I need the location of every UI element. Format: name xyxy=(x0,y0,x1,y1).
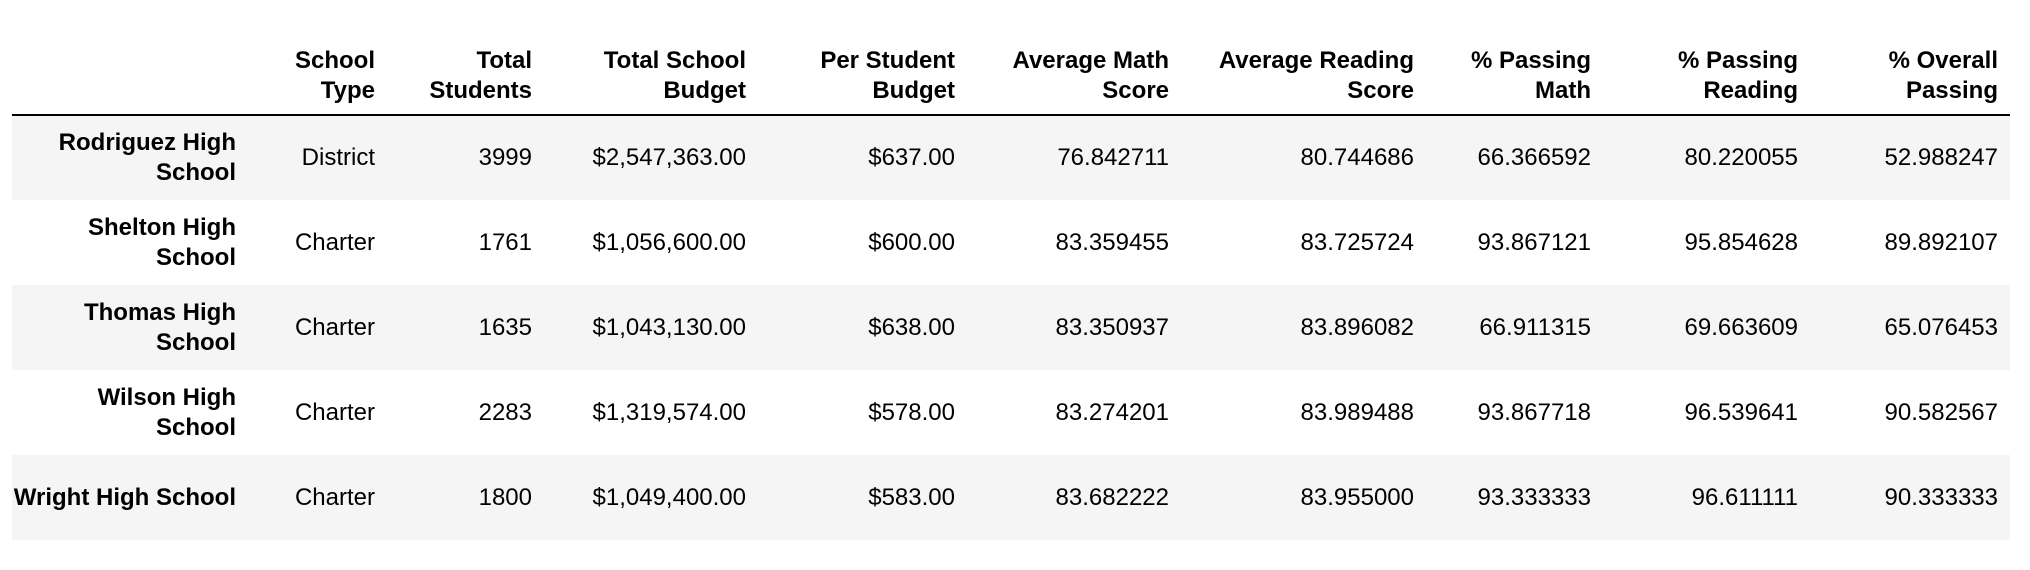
cell-passing-reading: 96.611111 xyxy=(1691,483,1798,511)
cell-passing-math: 93.867121 xyxy=(1477,228,1591,256)
column-header-per-student-budget: Per Student Budget xyxy=(820,47,955,104)
cell-total-school-budget: $1,319,574.00 xyxy=(592,398,746,426)
index-header xyxy=(12,36,248,115)
cell-total-school-budget: $1,049,400.00 xyxy=(592,483,746,511)
cell-overall-passing: 89.892107 xyxy=(1884,228,1998,256)
column-header-total-students: Total Students xyxy=(429,47,532,104)
table-row: Wright High School Charter 1800 $1,049,4… xyxy=(12,455,2010,540)
table-header: School Type Total Students Total School … xyxy=(12,36,2010,115)
row-label-school: Wilson High School xyxy=(97,383,236,441)
cell-average-math-score: 83.682222 xyxy=(1055,483,1169,511)
cell-school-type: Charter xyxy=(294,313,375,341)
school-summary-table: School Type Total Students Total School … xyxy=(12,36,2010,540)
cell-passing-math: 66.911315 xyxy=(1479,313,1591,341)
cell-overall-passing: 52.988247 xyxy=(1884,144,1998,171)
cell-passing-reading: 80.220055 xyxy=(1684,144,1798,171)
row-label-school: Wright High School xyxy=(13,483,236,511)
header-row: School Type Total Students Total School … xyxy=(12,36,2010,115)
column-header-average-reading-score: Average Reading Score xyxy=(1218,47,1414,104)
cell-average-reading-score: 83.955000 xyxy=(1300,483,1414,511)
cell-per-student-budget: $600.00 xyxy=(868,228,955,256)
cell-total-students: 2283 xyxy=(478,398,532,426)
cell-per-student-budget: $638.00 xyxy=(868,313,955,341)
column-header-school-type: School Type xyxy=(294,47,375,104)
cell-total-school-budget: $1,056,600.00 xyxy=(592,228,746,256)
row-label-school: Shelton High School xyxy=(88,213,236,271)
cell-school-type: Charter xyxy=(294,483,375,511)
cell-average-reading-score: 80.744686 xyxy=(1300,144,1414,171)
table-row: Rodriguez High School District 3999 $2,5… xyxy=(12,115,2010,200)
cell-average-reading-score: 83.725724 xyxy=(1300,228,1414,256)
column-header-average-math-score: Average Math Score xyxy=(1012,47,1170,104)
cell-total-students: 1761 xyxy=(478,228,532,256)
cell-passing-reading: 95.854628 xyxy=(1684,228,1798,256)
cell-school-type: Charter xyxy=(294,228,375,256)
column-header-total-school-budget: Total School Budget xyxy=(603,47,746,104)
cell-school-type: Charter xyxy=(294,398,375,426)
cell-per-student-budget: $583.00 xyxy=(868,483,955,511)
column-header-overall-passing: % Overall Passing xyxy=(1888,47,1998,104)
cell-average-reading-score: 83.896082 xyxy=(1300,313,1414,341)
cell-overall-passing: 90.333333 xyxy=(1884,483,1998,511)
cell-total-students: 3999 xyxy=(478,144,532,171)
cell-average-reading-score: 83.989488 xyxy=(1300,398,1414,426)
cell-average-math-score: 83.359455 xyxy=(1055,228,1169,256)
table-row: Shelton High School Charter 1761 $1,056,… xyxy=(12,200,2010,285)
cell-total-students: 1800 xyxy=(478,483,532,511)
cell-total-students: 1635 xyxy=(478,313,532,341)
cell-average-math-score: 83.350937 xyxy=(1055,313,1169,341)
column-header-passing-reading: % Passing Reading xyxy=(1677,47,1798,104)
table-row: Wilson High School Charter 2283 $1,319,5… xyxy=(12,370,2010,455)
cell-per-student-budget: $578.00 xyxy=(868,398,955,426)
table-body: Rodriguez High School District 3999 $2,5… xyxy=(12,115,2010,540)
cell-average-math-score: 76.842711 xyxy=(1057,144,1169,171)
cell-passing-math: 93.867718 xyxy=(1477,398,1591,426)
cell-passing-reading: 96.539641 xyxy=(1684,398,1798,426)
cell-per-student-budget: $637.00 xyxy=(868,144,955,171)
table-row: Thomas High School Charter 1635 $1,043,1… xyxy=(12,285,2010,370)
cell-overall-passing: 90.582567 xyxy=(1884,398,1998,426)
cell-total-school-budget: $2,547,363.00 xyxy=(592,144,746,171)
cell-overall-passing: 65.076453 xyxy=(1884,313,1998,341)
row-label-school: Thomas High School xyxy=(83,298,236,356)
cell-total-school-budget: $1,043,130.00 xyxy=(592,313,746,341)
cell-passing-math: 93.333333 xyxy=(1477,483,1591,511)
column-header-passing-math: % Passing Math xyxy=(1470,47,1591,104)
cell-school-type: District xyxy=(301,144,375,171)
cell-average-math-score: 83.274201 xyxy=(1055,398,1169,426)
cell-passing-math: 66.366592 xyxy=(1477,144,1591,171)
cell-passing-reading: 69.663609 xyxy=(1684,313,1798,341)
row-label-school: Rodriguez High School xyxy=(58,129,236,186)
